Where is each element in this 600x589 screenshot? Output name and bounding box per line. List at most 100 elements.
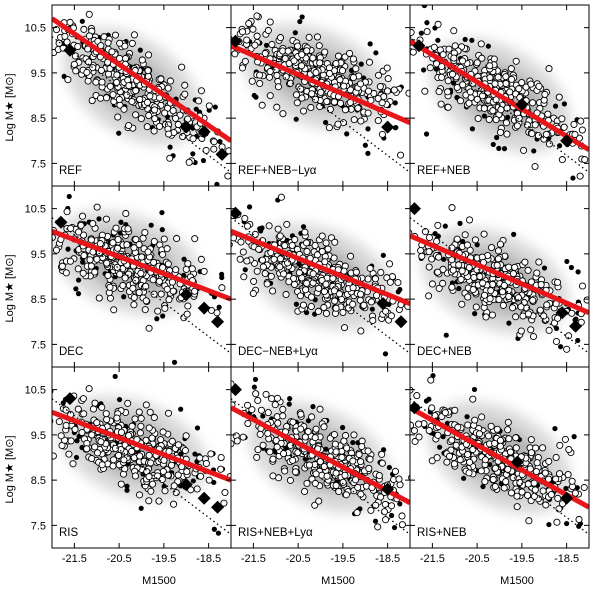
data-point-open xyxy=(594,287,600,293)
data-point-open xyxy=(165,296,173,304)
data-point-open xyxy=(464,450,472,459)
data-point-open xyxy=(269,472,277,480)
data-point-open xyxy=(349,300,357,308)
data-point-open xyxy=(286,79,294,87)
data-point-open xyxy=(339,478,347,486)
data-point-open xyxy=(464,421,472,429)
data-point-open xyxy=(210,145,218,153)
data-point-open xyxy=(512,57,520,65)
data-point-open xyxy=(434,221,442,229)
data-point-open xyxy=(157,75,165,83)
data-point-open xyxy=(23,436,29,442)
data-point-open xyxy=(298,94,306,102)
data-point-open xyxy=(197,472,205,480)
data-point-filled xyxy=(490,141,496,148)
data-point-open xyxy=(484,432,493,440)
data-point-open xyxy=(500,484,508,492)
data-point-open xyxy=(481,456,489,464)
data-point-filled xyxy=(511,231,517,237)
data-point-open xyxy=(119,281,127,290)
data-point-open xyxy=(332,59,340,68)
data-point-open xyxy=(155,497,163,505)
data-point-open xyxy=(528,130,536,138)
data-point-open xyxy=(137,269,145,277)
median-diamond xyxy=(381,120,395,134)
data-point-open xyxy=(330,98,338,106)
data-point-filled xyxy=(293,301,299,307)
data-point-open xyxy=(129,284,137,292)
median-diamond xyxy=(211,315,225,329)
data-point-open xyxy=(239,193,245,199)
data-point-open xyxy=(365,464,373,472)
data-point-open xyxy=(531,163,539,171)
data-point-open xyxy=(454,423,462,431)
data-point-filled xyxy=(76,277,82,283)
data-point-open xyxy=(488,311,497,319)
x-tick-label: -19.5 xyxy=(330,553,355,565)
data-point-filled xyxy=(65,246,71,252)
data-point-open xyxy=(305,461,313,469)
data-point-open xyxy=(496,442,504,450)
data-point-open xyxy=(311,479,319,487)
data-point-filled xyxy=(531,148,537,154)
data-point-open xyxy=(469,395,477,403)
data-point-open xyxy=(499,288,507,296)
data-point-open xyxy=(115,95,123,104)
data-point-open xyxy=(237,238,245,246)
data-point-open xyxy=(233,437,241,445)
data-point-open xyxy=(141,306,149,314)
data-point-open xyxy=(42,410,48,416)
data-point-open xyxy=(293,200,299,206)
data-point-open xyxy=(116,39,124,47)
data-point-filled xyxy=(456,285,462,292)
data-point-open xyxy=(150,127,158,135)
data-point-open xyxy=(434,431,442,439)
median-diamond xyxy=(179,478,193,492)
y-axis-title: Log M★ [M⊙] xyxy=(4,74,16,142)
data-point-open xyxy=(555,470,564,478)
data-point-filled xyxy=(181,256,187,262)
data-point-open xyxy=(334,52,343,60)
data-point-open xyxy=(170,482,178,490)
data-point-open xyxy=(238,64,247,72)
data-point-open xyxy=(399,421,405,427)
data-point-open xyxy=(138,56,146,64)
data-point-filled xyxy=(421,67,427,73)
data-point-open xyxy=(147,487,155,495)
data-point-open xyxy=(448,436,456,444)
data-point-open xyxy=(321,48,329,56)
data-point-open xyxy=(55,418,63,426)
data-point-open xyxy=(352,65,360,73)
data-point-open xyxy=(439,279,447,287)
data-point-open xyxy=(294,42,302,50)
data-point-open xyxy=(578,282,587,290)
data-point-open xyxy=(342,491,350,499)
data-point-open xyxy=(449,70,457,78)
data-point-open xyxy=(502,119,510,127)
data-point-open xyxy=(104,271,112,280)
data-point-open xyxy=(355,450,363,459)
data-point-filled xyxy=(369,306,375,312)
data-point-filled xyxy=(121,294,127,300)
y-tick-label: 10.5 xyxy=(25,385,46,397)
data-point-open xyxy=(491,464,499,472)
data-point-open xyxy=(509,304,517,312)
data-point-open xyxy=(481,477,489,486)
data-point-open xyxy=(312,470,320,478)
data-point-open xyxy=(125,82,133,90)
data-point-open xyxy=(269,455,277,463)
data-point-filled xyxy=(124,487,130,493)
data-point-filled xyxy=(552,425,558,432)
data-point-open xyxy=(114,235,122,244)
data-point-open xyxy=(463,241,471,249)
data-point-open xyxy=(511,263,519,271)
data-point-filled xyxy=(481,113,488,119)
data-point-open xyxy=(338,453,346,461)
data-point-open xyxy=(441,409,449,417)
data-point-open xyxy=(142,401,150,409)
data-point-open xyxy=(57,432,65,440)
data-point-open xyxy=(234,130,240,136)
data-point-filled xyxy=(215,530,222,536)
x-tick-label: -21.5 xyxy=(241,553,266,565)
data-point-open xyxy=(410,427,418,435)
